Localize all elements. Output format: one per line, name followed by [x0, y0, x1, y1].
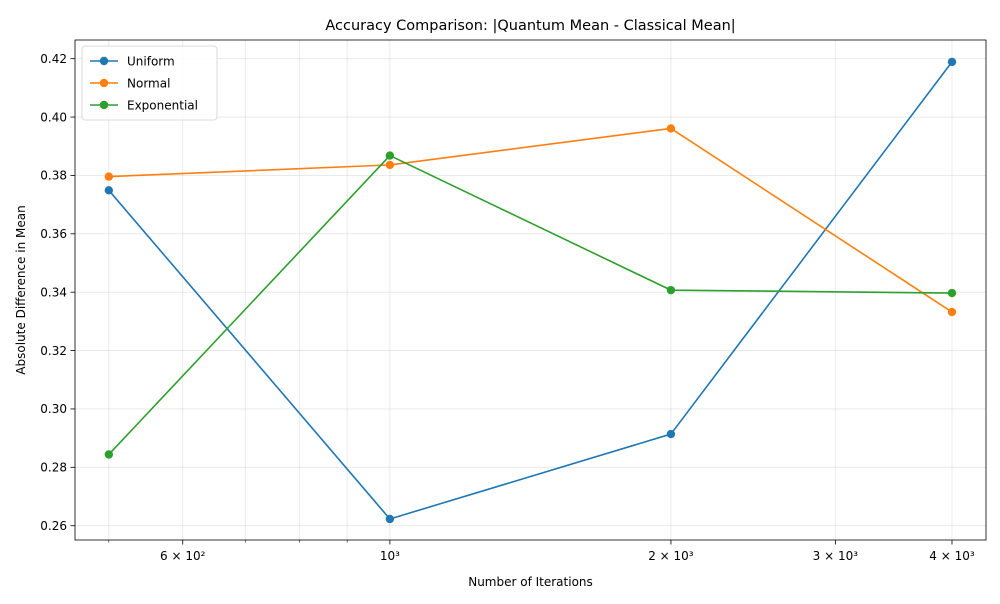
x-tick-label: 2 × 10³	[648, 549, 694, 563]
y-tick-label: 0.32	[40, 344, 67, 358]
legend-box	[81, 45, 218, 121]
data-point-uniform	[666, 429, 676, 439]
chart-title: Accuracy Comparison: |Quantum Mean - Cla…	[325, 18, 735, 34]
legend-marker	[99, 56, 109, 66]
y-tick-label: 0.34	[40, 285, 67, 299]
data-point-uniform	[385, 514, 395, 524]
legend-item-normal: Normal	[90, 76, 170, 90]
data-point-exponential	[666, 285, 676, 295]
legend-item-exponential: Exponential	[90, 98, 198, 112]
data-point-normal	[385, 160, 395, 170]
y-axis: 0.26 0.28 0.30 0.32 0.34 0.36 0.38 0.40 0.42	[40, 52, 75, 533]
series-exponential	[104, 151, 957, 459]
x-axis-label: Number of Iterations	[468, 575, 593, 589]
legend-label: Normal	[127, 76, 170, 90]
y-tick-label: 0.40	[40, 110, 67, 124]
plot-frame	[74, 39, 987, 541]
series-line-uniform	[108, 61, 953, 520]
data-point-normal	[666, 124, 676, 133]
series-line-normal	[108, 127, 953, 313]
y-tick-label: 0.26	[40, 519, 67, 533]
x-tick-label: 6 × 10²	[160, 549, 206, 563]
data-point-exponential	[104, 450, 114, 459]
legend-marker	[99, 78, 109, 88]
data-point-exponential	[385, 151, 395, 160]
legend-label: Exponential	[127, 98, 198, 112]
y-axis-label: Absolute Difference in Mean	[14, 205, 28, 374]
y-tick-label: 0.36	[40, 227, 67, 241]
series-line-exponential	[108, 154, 952, 456]
x-axis: 6 × 10² 10³ 2 × 10³ 3 × 10³ 4 × 10³	[108, 540, 975, 563]
data-point-exponential	[947, 288, 957, 298]
x-tick-label: 10³	[380, 549, 400, 563]
legend: Uniform Normal Exponential	[81, 45, 218, 121]
y-tick-label: 0.42	[40, 52, 67, 66]
data-point-normal	[947, 307, 957, 317]
x-tick-label: 3 × 10³	[813, 549, 859, 563]
x-tick-label: 4 × 10³	[929, 549, 975, 563]
y-tick-label: 0.38	[40, 169, 67, 183]
legend-marker	[99, 100, 109, 110]
legend-label: Uniform	[127, 54, 175, 68]
legend-item-uniform: Uniform	[90, 54, 175, 68]
series-uniform	[104, 57, 957, 524]
y-tick-label: 0.28	[40, 461, 67, 475]
data-point-uniform	[947, 57, 957, 67]
series-layer	[104, 57, 957, 524]
series-normal	[104, 124, 957, 317]
y-tick-label: 0.30	[40, 402, 67, 416]
data-point-uniform	[104, 186, 114, 195]
data-point-normal	[104, 172, 114, 181]
